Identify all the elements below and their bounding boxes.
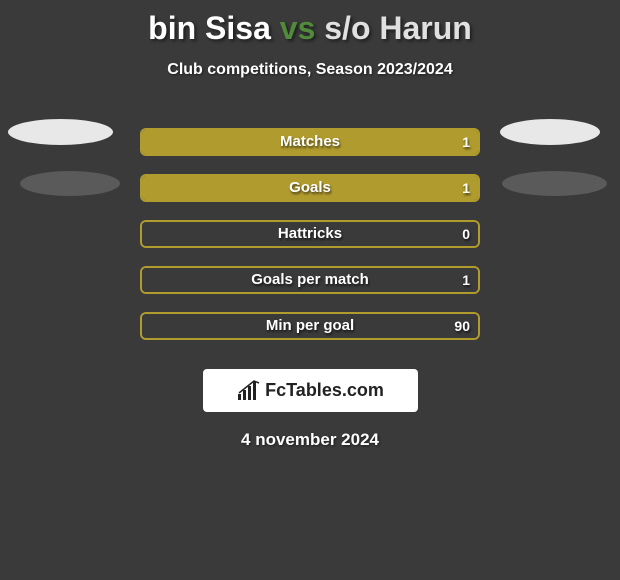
- date-text: 4 november 2024: [0, 412, 620, 450]
- stat-row: Min per goal90: [0, 303, 620, 349]
- stat-bar: Min per goal90: [140, 312, 480, 340]
- player2-name: s/o Harun: [324, 10, 472, 46]
- page-title: bin Sisa vs s/o Harun: [0, 0, 620, 47]
- stat-label: Min per goal: [142, 314, 478, 338]
- stat-label: Hattricks: [142, 222, 478, 246]
- subtitle: Club competitions, Season 2023/2024: [0, 47, 620, 79]
- stat-bar: Goals1: [140, 174, 480, 202]
- player1-name: bin Sisa: [148, 10, 271, 46]
- stat-bar: Goals per match1: [140, 266, 480, 294]
- logo-text: FcTables.com: [265, 380, 384, 401]
- stat-value-right: 0: [462, 222, 470, 246]
- vs-text: vs: [280, 10, 316, 46]
- stat-label: Goals: [142, 176, 478, 200]
- stat-value-right: 1: [462, 268, 470, 292]
- stat-row: Matches1: [0, 119, 620, 165]
- stat-value-right: 1: [462, 176, 470, 200]
- stat-bar: Hattricks0: [140, 220, 480, 248]
- chart-icon: [236, 380, 262, 402]
- stat-value-right: 1: [462, 130, 470, 154]
- stat-row: Hattricks0: [0, 211, 620, 257]
- stats-container: Matches1Goals1Hattricks0Goals per match1…: [0, 119, 620, 349]
- stat-value-right: 90: [454, 314, 470, 338]
- logo-box: FcTables.com: [203, 369, 418, 412]
- stat-label: Matches: [142, 130, 478, 154]
- stat-label: Goals per match: [142, 268, 478, 292]
- stat-row: Goals per match1: [0, 257, 620, 303]
- stat-bar: Matches1: [140, 128, 480, 156]
- stat-row: Goals1: [0, 165, 620, 211]
